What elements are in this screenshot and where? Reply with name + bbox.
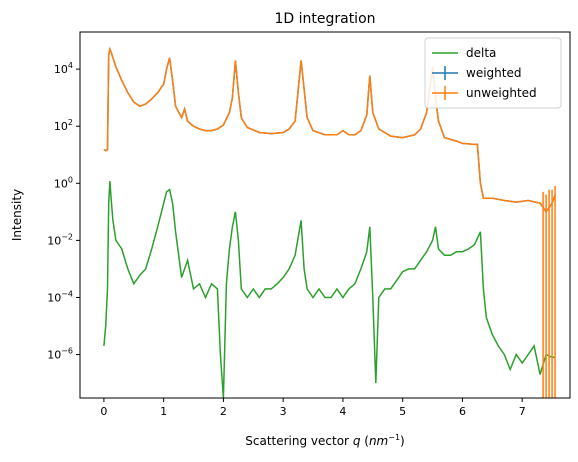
y-tick-label: 10−2 — [47, 232, 73, 247]
y-axis: 10−6 10−4 10−2 100 102 104 — [47, 61, 80, 362]
y-tick-label: 10−4 — [47, 289, 73, 304]
plot-area — [103, 46, 556, 399]
chart-title: 1D integration — [274, 11, 375, 27]
series-line-delta — [103, 180, 556, 399]
x-axis-label: Scattering vector q (nm−1) — [245, 433, 404, 448]
y-tick-label: 104 — [54, 61, 73, 76]
y-tick-label: 100 — [54, 175, 73, 190]
legend-label-weighted: weighted — [466, 66, 521, 80]
x-tick-label: 7 — [519, 405, 526, 418]
y-tick-label: 102 — [54, 118, 73, 133]
x-tick-label: 4 — [339, 405, 346, 418]
x-axis: 0 1 2 3 4 5 6 7 — [100, 398, 526, 418]
plot-frame — [79, 31, 571, 399]
legend: delta weighted unweighted — [424, 37, 562, 109]
x-tick-label: 0 — [100, 405, 107, 418]
y-tick-label: 10−6 — [47, 347, 73, 362]
legend-label-unweighted: unweighted — [466, 86, 537, 100]
legend-label-delta: delta — [466, 46, 496, 60]
series-line-unweighted — [103, 46, 556, 214]
x-tick-label: 1 — [160, 405, 167, 418]
x-tick-label: 3 — [280, 405, 287, 418]
x-tick-label: 6 — [459, 405, 466, 418]
x-tick-label: 2 — [220, 405, 227, 418]
legend-box — [424, 37, 562, 109]
x-tick-label: 5 — [399, 405, 406, 418]
y-axis-label: Intensity — [10, 189, 24, 241]
